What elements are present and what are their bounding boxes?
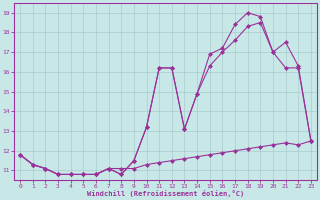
- X-axis label: Windchill (Refroidissement éolien,°C): Windchill (Refroidissement éolien,°C): [87, 190, 244, 197]
